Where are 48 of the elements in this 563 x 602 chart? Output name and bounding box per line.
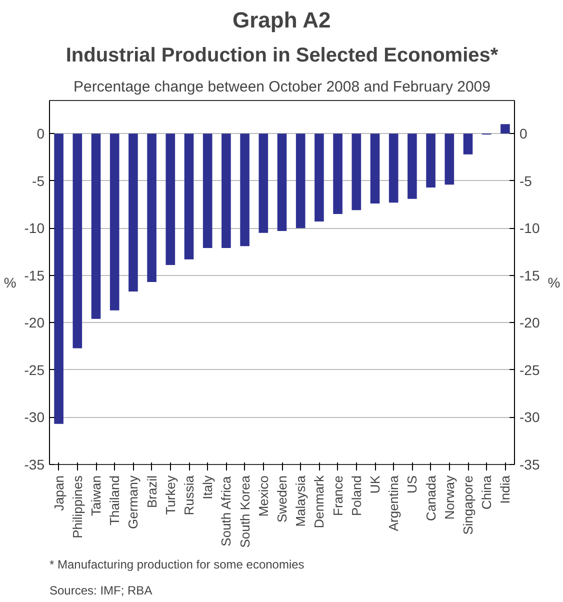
y2-axis-title: % <box>548 274 560 290</box>
y-tick-label: -35 <box>24 456 45 472</box>
y-tick-label: -15 <box>24 267 45 284</box>
chart-subtitle: Industrial Production in Selected Economies* <box>66 44 498 66</box>
text: * Manufacturing production for some economies <box>50 558 304 572</box>
x-tick-label: Turkey <box>162 475 178 515</box>
x-tick-label: Thailand <box>107 475 122 526</box>
x-tick-label: Malaysia <box>293 474 308 527</box>
y-tick-label: -30 <box>24 409 45 426</box>
x-tick-label: South Africa <box>218 475 234 546</box>
x-tick-label: Philippines <box>70 475 85 538</box>
x-tick-label: Taiwan <box>88 476 104 516</box>
y2-tick-label: -30 <box>520 409 540 426</box>
x-axis-title: Percentage change between October 2008 and February 2009 <box>74 78 490 96</box>
x-tick-label: Denmark <box>312 475 327 528</box>
x-tick-label: South Korea <box>237 474 252 548</box>
y-tick-label: -10 <box>24 220 45 236</box>
chart-title: Graph A2 <box>232 8 331 32</box>
y2-tick-label: -10 <box>520 220 540 236</box>
y-tick-label: 0 <box>36 126 45 142</box>
y2-tick-label: -35 <box>520 456 540 472</box>
y2-tick-label: -15 <box>520 267 540 284</box>
y-axis-title: % <box>4 274 16 290</box>
x-tick-label: France <box>330 475 346 516</box>
x-tick-label: Mexico <box>256 475 271 517</box>
y-tick-label: -20 <box>24 314 45 331</box>
x-tick-label: Poland <box>348 475 364 516</box>
x-tick-label: Sweden <box>274 475 290 522</box>
x-tick-label: Singapore <box>460 475 476 535</box>
x-tick-label: Germany <box>126 475 141 529</box>
x-tick-label: Argentina <box>386 474 402 532</box>
x-tick-label: Italy <box>200 475 216 500</box>
x-tick-label: Canada <box>423 474 438 522</box>
y2-tick-label: -25 <box>520 362 540 378</box>
y-tick-label: -25 <box>24 362 45 378</box>
x-tick-label: Japan <box>51 476 66 511</box>
x-tick-label: UK <box>368 475 382 494</box>
x-tick-label: India <box>498 474 513 504</box>
y2-tick-label: -5 <box>520 172 532 189</box>
source-note: Sources: IMF; RBA <box>50 584 152 598</box>
x-tick-label: Brazil <box>144 475 160 508</box>
y2-tick-label: -20 <box>520 314 540 331</box>
x-tick-label: China <box>479 474 494 510</box>
y-tick-label: -5 <box>32 172 45 189</box>
x-tick-label: Russia <box>182 474 196 516</box>
x-tick-label: US <box>404 475 420 494</box>
y2-tick-label: 0 <box>520 126 528 142</box>
x-tick-label: Norway <box>442 475 457 520</box>
